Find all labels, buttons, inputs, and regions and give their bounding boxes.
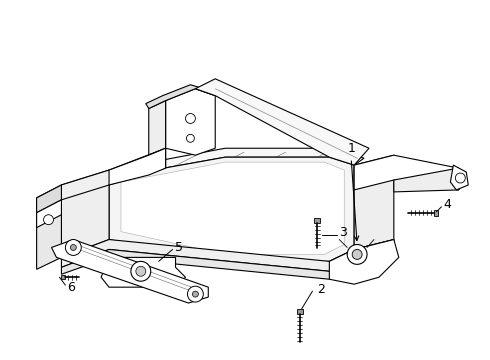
Polygon shape bbox=[146, 85, 215, 109]
Circle shape bbox=[352, 249, 362, 260]
Polygon shape bbox=[354, 155, 466, 190]
Circle shape bbox=[187, 134, 195, 142]
Text: 4: 4 bbox=[443, 198, 451, 211]
Text: 6: 6 bbox=[68, 281, 75, 294]
Polygon shape bbox=[296, 309, 302, 314]
Polygon shape bbox=[166, 89, 215, 155]
Polygon shape bbox=[121, 162, 344, 255]
Polygon shape bbox=[109, 157, 354, 261]
Text: 3: 3 bbox=[339, 226, 347, 239]
Polygon shape bbox=[37, 185, 61, 213]
Polygon shape bbox=[37, 185, 61, 269]
Polygon shape bbox=[61, 275, 65, 279]
Text: 5: 5 bbox=[174, 241, 183, 254]
Text: 1: 1 bbox=[347, 142, 355, 155]
Circle shape bbox=[347, 244, 367, 264]
Circle shape bbox=[188, 286, 203, 302]
Polygon shape bbox=[196, 79, 369, 165]
Polygon shape bbox=[61, 239, 394, 271]
Polygon shape bbox=[61, 249, 394, 279]
Circle shape bbox=[131, 261, 151, 281]
Polygon shape bbox=[434, 210, 439, 216]
Polygon shape bbox=[37, 200, 61, 228]
Polygon shape bbox=[101, 257, 185, 287]
Polygon shape bbox=[61, 170, 109, 257]
Circle shape bbox=[44, 215, 53, 225]
Circle shape bbox=[136, 266, 146, 276]
Polygon shape bbox=[329, 239, 399, 284]
Polygon shape bbox=[109, 148, 166, 185]
Circle shape bbox=[71, 244, 76, 251]
Circle shape bbox=[185, 113, 196, 123]
Polygon shape bbox=[61, 148, 166, 200]
Circle shape bbox=[455, 173, 466, 183]
Text: 2: 2 bbox=[318, 283, 325, 296]
Polygon shape bbox=[109, 148, 364, 178]
Circle shape bbox=[65, 239, 81, 255]
Polygon shape bbox=[450, 165, 468, 190]
Polygon shape bbox=[51, 239, 208, 303]
Polygon shape bbox=[315, 218, 320, 223]
Polygon shape bbox=[354, 155, 394, 249]
Polygon shape bbox=[394, 168, 466, 192]
Polygon shape bbox=[149, 100, 166, 155]
Circle shape bbox=[193, 291, 198, 297]
